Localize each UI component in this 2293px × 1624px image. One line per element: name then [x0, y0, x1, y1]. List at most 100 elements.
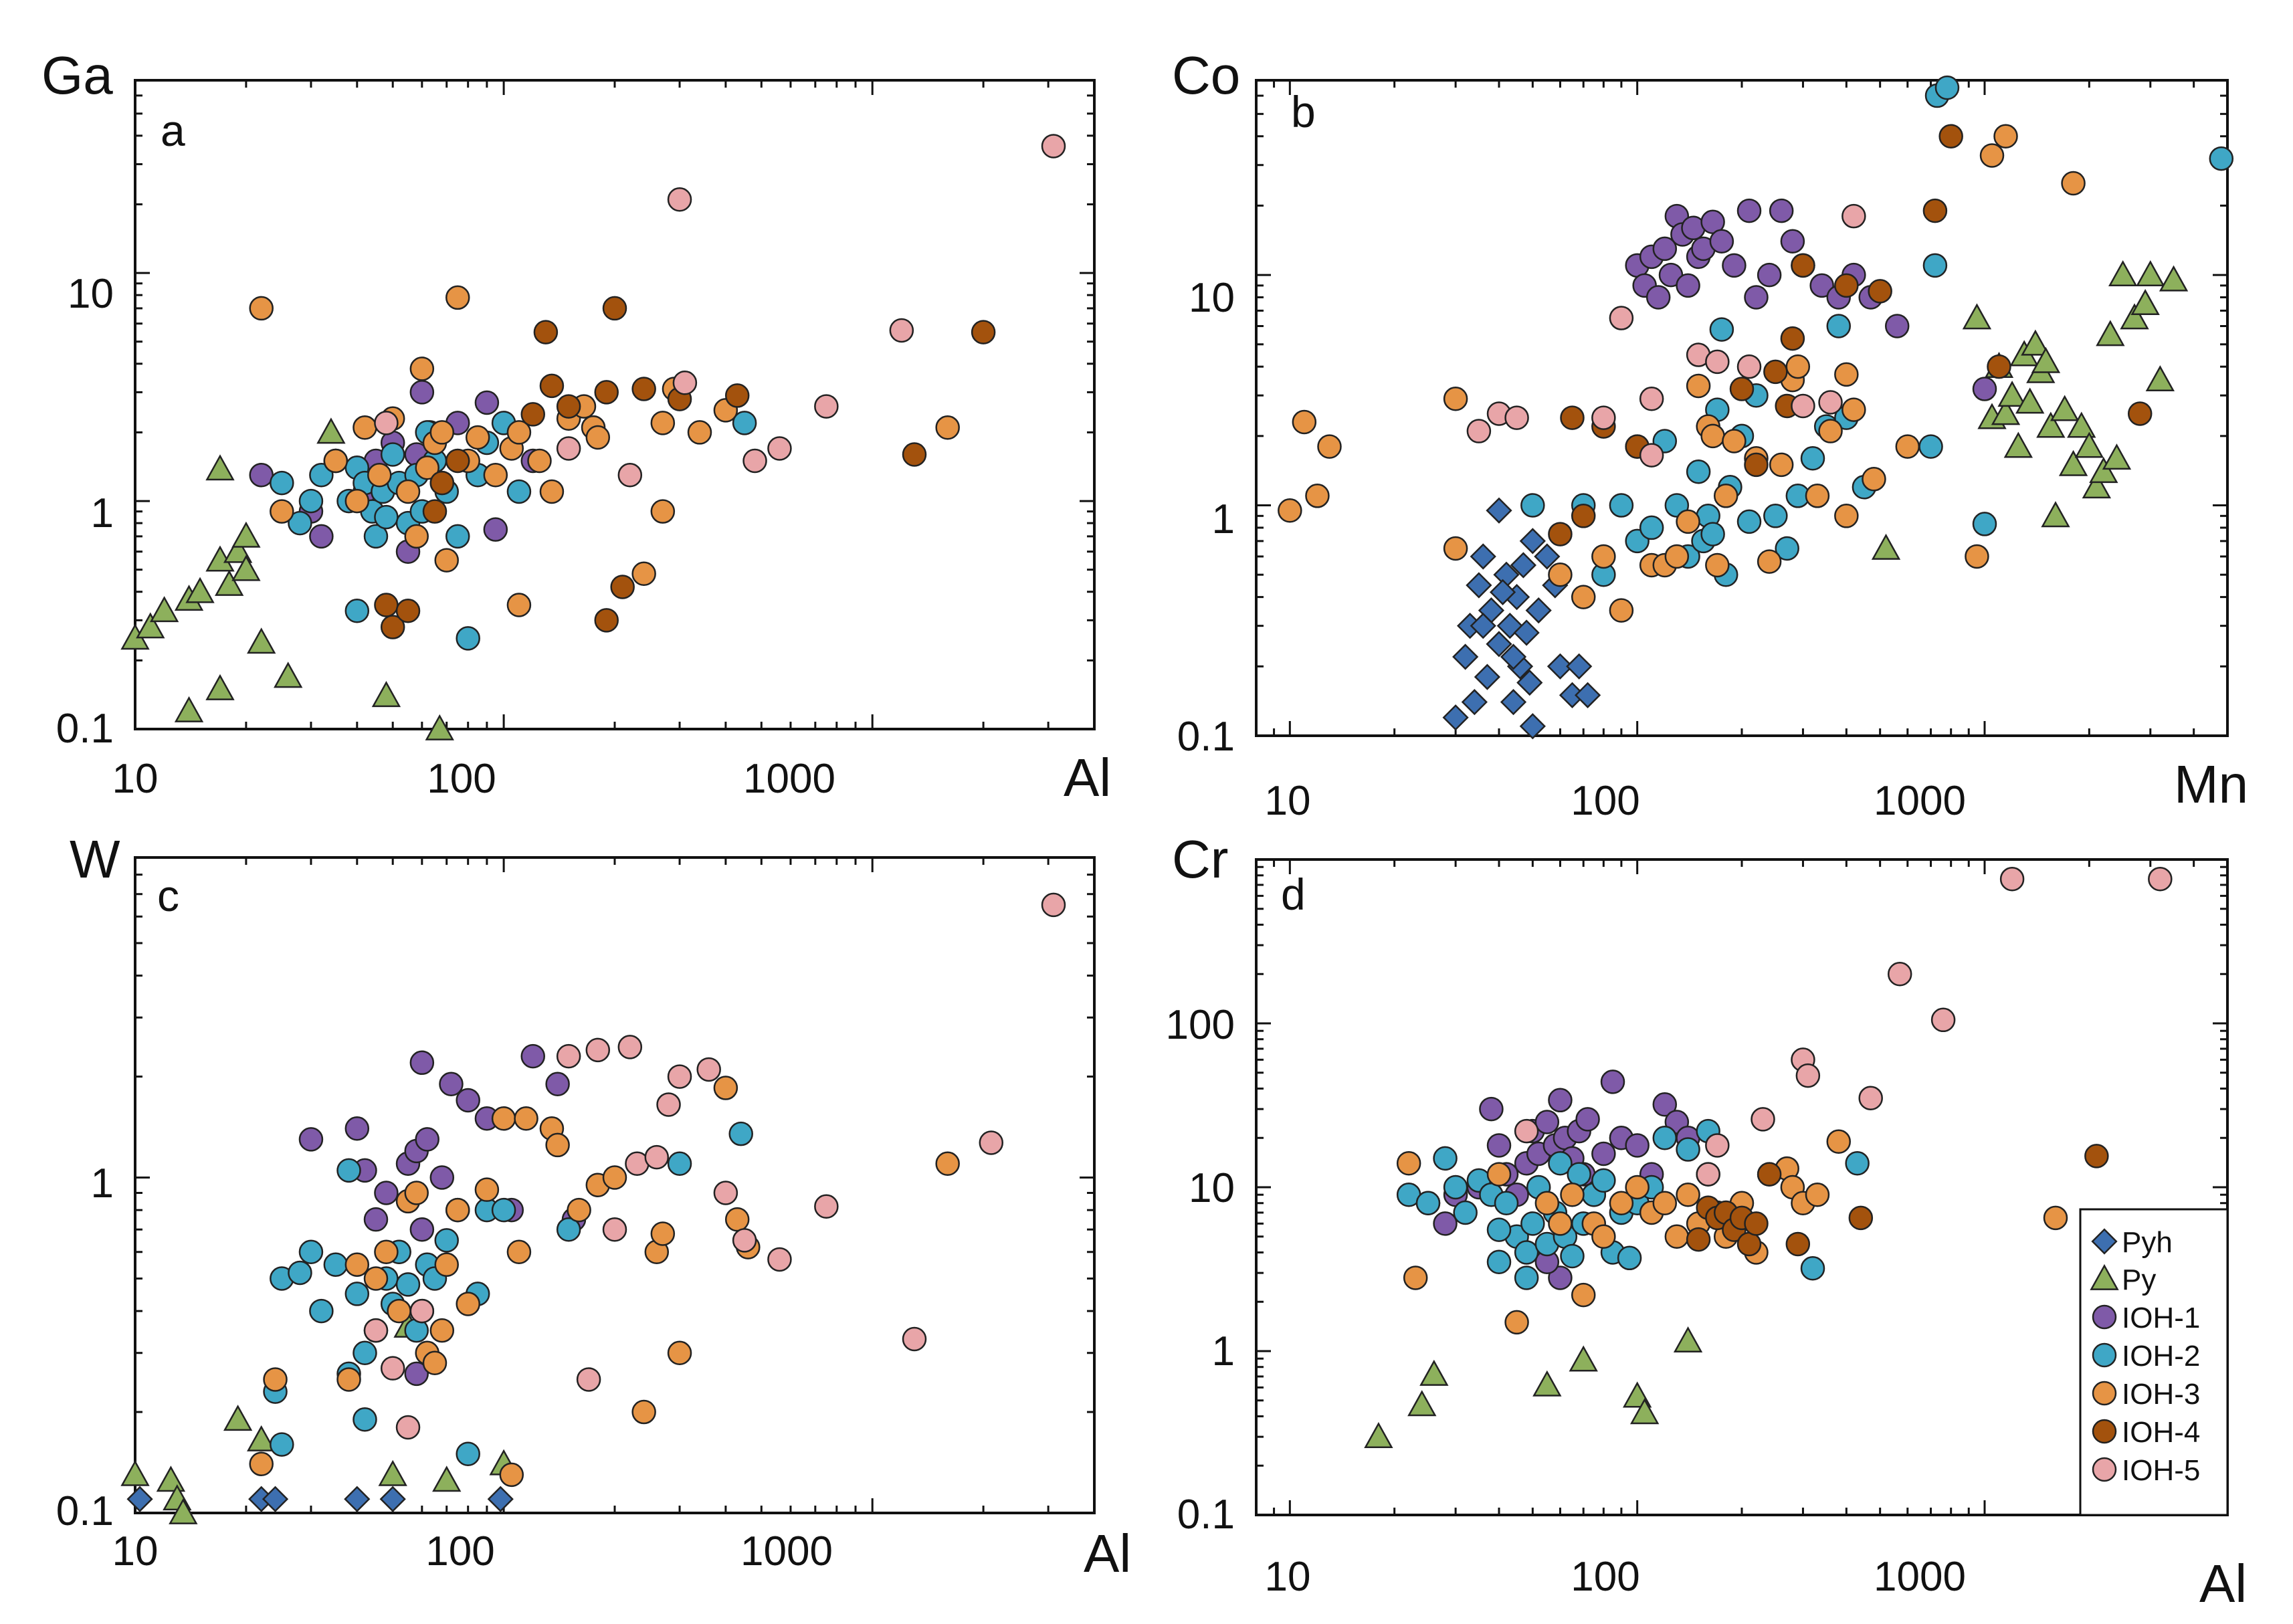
ioh-3-point: [602, 1165, 627, 1190]
ioh-1-point: [1652, 236, 1678, 262]
ioh-2-point: [1676, 1137, 1700, 1162]
pyh-point: [126, 1486, 153, 1512]
ioh-3-point: [1676, 509, 1700, 534]
py-point: [1673, 1326, 1703, 1353]
ioh-5-point: [556, 1043, 581, 1069]
py-point: [1962, 303, 1992, 330]
ioh-2-point: [1922, 253, 1948, 278]
ioh-1-point: [1736, 198, 1762, 223]
ioh-5-point: [1795, 1063, 1821, 1088]
ioh-2-point: [1453, 1200, 1478, 1225]
py-point: [2003, 431, 2033, 458]
py-point: [205, 454, 235, 481]
ioh-4-point: [1757, 1162, 1782, 1187]
ioh-3-point: [539, 479, 565, 504]
ioh-5-point: [979, 1130, 1004, 1155]
ioh-1-point: [1780, 229, 1805, 254]
py-point: [2067, 411, 2096, 438]
ioh-3-point: [667, 1340, 692, 1365]
py-point: [247, 1425, 276, 1451]
ioh-3-point: [353, 415, 377, 440]
ioh-2-point: [1591, 1168, 1616, 1193]
ioh-1-point: [1591, 1141, 1616, 1166]
ioh-3-point: [1664, 544, 1690, 569]
ioh-4-point: [556, 394, 581, 419]
ioh-3-point: [1676, 1182, 1700, 1207]
panel-a-x-tick-label: 100: [427, 756, 496, 802]
ioh-5-point: [713, 1181, 738, 1205]
ioh-3-point: [650, 499, 676, 524]
ioh-4-point: [1736, 1231, 1762, 1257]
legend-entry: IOH-5: [2092, 1454, 2200, 1487]
py-point: [2108, 260, 2138, 286]
pyh-point: [1474, 664, 1501, 690]
panel-c-y-tick-label: 0.1: [56, 1488, 114, 1534]
ioh-5-point: [576, 1367, 601, 1392]
ioh-3-point: [527, 448, 552, 474]
panel-b-y-tick-label: 0.1: [1177, 714, 1235, 760]
ioh-3-point: [1722, 429, 1747, 453]
ioh-3-point: [514, 1106, 538, 1131]
ioh-5-point: [1705, 349, 1730, 375]
ioh-3-point: [1993, 124, 2018, 148]
pyh-point: [1452, 643, 1479, 670]
ioh-2-point: [395, 1272, 421, 1297]
ioh-3-point: [935, 1151, 960, 1177]
ioh-3-point: [650, 1221, 676, 1246]
ioh-1-point: [1809, 273, 1834, 298]
ioh-2-point: [1514, 1265, 1539, 1290]
pyh-point: [1486, 497, 1512, 524]
ioh-3-point: [1443, 387, 1468, 411]
ioh-3-point: [344, 1252, 370, 1277]
ioh-5-point: [644, 1144, 670, 1170]
panel-b-y-label: Co: [1172, 45, 1240, 105]
panel-a-plot-area: [134, 79, 1096, 730]
panel-d-y-tick-label: 100: [1166, 1002, 1235, 1048]
panel-d-x-tick-labels: 10 100 1000: [1265, 1554, 1966, 1600]
panel-c-x-tick-label: 10: [112, 1528, 159, 1575]
panel-d-letter: d: [1281, 870, 1306, 919]
ioh-3-point: [545, 1132, 570, 1158]
ioh-1-point: [1479, 1096, 1504, 1122]
ioh-3-point: [1305, 484, 1330, 508]
ioh-3-point: [499, 1462, 524, 1488]
ioh-5-point: [1514, 1118, 1539, 1144]
pyh-point: [379, 1486, 406, 1512]
legend-label-ioh-5: IOH-5: [2122, 1454, 2200, 1487]
ioh-3-point: [1292, 409, 1317, 435]
panel-b-x-tick-label: 10: [1265, 778, 1311, 824]
py-point: [215, 569, 244, 596]
ioh-3-point: [434, 548, 459, 573]
ioh-3-point: [631, 1399, 656, 1425]
panel-c-x-tick-label: 100: [425, 1528, 494, 1575]
panel-b-y-tick-label: 10: [1189, 275, 1235, 321]
ioh-5-point: [1466, 419, 1492, 443]
ioh-2-point: [1972, 512, 1997, 536]
ioh-4-point: [1791, 253, 1815, 278]
py-point: [169, 1498, 198, 1524]
ioh-2-point: [1934, 75, 1960, 100]
panel-b-x-label: Mn: [2174, 754, 2248, 814]
ioh-5-point: [1639, 443, 1664, 468]
ioh-5-point: [696, 1057, 721, 1082]
py-point: [2089, 457, 2118, 484]
ioh-5-point: [602, 1217, 627, 1242]
py-point: [378, 1459, 407, 1486]
legend-label-ioh-3: IOH-3: [2122, 1378, 2200, 1411]
py-point: [136, 612, 165, 639]
ioh-5-point: [409, 1298, 435, 1324]
panel-d-x-label: Al: [2199, 1554, 2247, 1613]
py-point: [2102, 443, 2132, 470]
ioh-4-point: [1744, 452, 1769, 478]
ioh-2-point: [456, 626, 480, 651]
ioh-3-point: [429, 420, 455, 445]
ioh-3-point: [1591, 544, 1616, 569]
ioh-3-point: [491, 1106, 516, 1131]
py-point: [2096, 320, 2125, 346]
ioh-3-point: [1664, 1224, 1690, 1249]
ioh-1-point: [1652, 1092, 1678, 1117]
ioh-5-point: [1041, 892, 1066, 918]
panel-d-y-tick-labels: 0.1 1 10 100: [1166, 1002, 1235, 1538]
ioh-1-point: [298, 1127, 324, 1152]
ioh-4-point: [395, 598, 421, 623]
